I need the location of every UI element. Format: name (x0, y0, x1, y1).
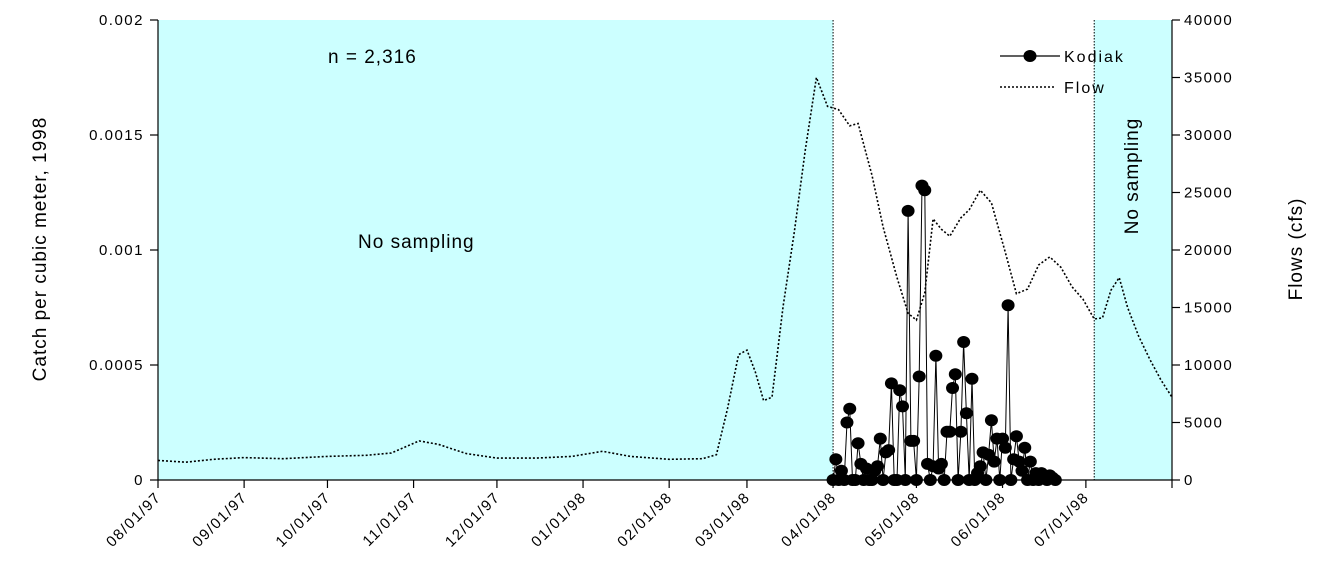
right-tick-label: 0 (1184, 472, 1194, 489)
no-sampling-region-2 (1094, 20, 1172, 480)
legend-kodiak-marker (1023, 50, 1037, 62)
kodiak-point (893, 384, 907, 397)
kodiak-point (973, 460, 987, 473)
flow-line (157, 74, 1173, 464)
left-tick-label: 0.001 (99, 242, 144, 259)
left-tick-label: 0 (134, 472, 144, 489)
legend-flow-label: Flow (1064, 80, 1106, 97)
right-tick-label: 10000 (1184, 357, 1233, 374)
kodiak-point (987, 455, 1001, 468)
kodiak-point (954, 425, 968, 438)
kodiak-point (840, 416, 854, 429)
x-tick-label: 10/01/97 (272, 489, 334, 551)
x-tick-label: 05/01/98 (861, 489, 923, 551)
right-tick-label: 25000 (1184, 185, 1233, 202)
kodiak-point (1009, 430, 1023, 443)
right-tick-label: 15000 (1184, 300, 1233, 317)
kodiak-point (873, 432, 887, 445)
kodiak-point (959, 407, 973, 420)
kodiak-point (829, 453, 843, 466)
right-tick-label: 35000 (1184, 70, 1233, 87)
right-y-ticks: 0 5000 10000 15000 20000 25000 30000 35000 40000 (1172, 12, 1233, 489)
kodiak-point (1018, 441, 1032, 454)
left-tick-label: 0.0015 (89, 127, 144, 144)
right-tick-label: 20000 (1184, 242, 1233, 259)
kodiak-point (1012, 455, 1026, 468)
kodiak-point (946, 382, 960, 394)
kodiak-point (929, 349, 943, 362)
kodiak-point (901, 204, 915, 217)
kodiak-point (957, 336, 971, 348)
n-label: n = 2,316 (328, 47, 417, 68)
kodiak-point (834, 464, 848, 477)
kodiak-point (996, 432, 1010, 445)
kodiak-point (1015, 464, 1029, 477)
kodiak-point (896, 400, 910, 413)
no-sampling-label-left: No sampling (358, 232, 475, 253)
x-tick-label: 11/01/97 (359, 489, 420, 550)
no-sampling-label-right: No sampling (1122, 118, 1143, 235)
kodiak-point (843, 402, 857, 415)
kodiak-point (948, 368, 962, 381)
x-ticks: 08/01/97 09/01/97 10/01/97 11/01/97 12/01/97… (103, 480, 1173, 551)
x-tick-label: 08/01/97 (103, 489, 165, 551)
kodiak-point (943, 425, 957, 438)
kodiak-point (918, 184, 932, 197)
left-y-ticks: 0 0.0005 0.001 0.0015 0.002 (89, 12, 158, 489)
kodiak-point (934, 457, 948, 470)
flow-series (157, 74, 1173, 464)
left-tick-label: 0.002 (99, 12, 144, 29)
kodiak-point (1023, 455, 1037, 468)
x-tick-label: 12/01/97 (442, 489, 504, 551)
left-axis-title: Catch per cubic meter, 1998 (30, 117, 51, 382)
kodiak-point (851, 437, 865, 450)
kodiak-point (882, 444, 896, 457)
x-tick-label: 06/01/98 (948, 489, 1010, 551)
kodiak-point (907, 434, 921, 447)
x-tick-label: 07/01/98 (1031, 489, 1093, 551)
kodiak-point (1001, 299, 1015, 312)
right-tick-label: 30000 (1184, 127, 1233, 144)
kodiak-point (912, 370, 926, 383)
x-tick-label: 02/01/98 (614, 489, 676, 551)
x-tick-label: 04/01/98 (778, 489, 840, 551)
no-sampling-region-1 (158, 20, 834, 480)
right-tick-label: 5000 (1184, 415, 1223, 432)
kodiak-point (965, 372, 979, 385)
right-tick-label: 40000 (1184, 12, 1233, 29)
legend-kodiak-label: Kodiak (1064, 49, 1125, 66)
kodiak-point (998, 441, 1012, 454)
right-axis-title: Flows (cfs) (1286, 198, 1307, 301)
kodiak-series (826, 179, 1062, 486)
x-tick-label: 03/01/98 (692, 489, 754, 551)
x-tick-label: 09/01/97 (189, 489, 251, 551)
x-tick-label: 01/01/98 (528, 489, 590, 551)
kodiak-point (884, 377, 898, 390)
shaded-regions (158, 20, 1172, 480)
kodiak-point (984, 414, 998, 427)
legend: Kodiak Flow (1000, 49, 1125, 97)
kodiak-point (871, 460, 885, 473)
left-tick-label: 0.0005 (89, 357, 144, 374)
